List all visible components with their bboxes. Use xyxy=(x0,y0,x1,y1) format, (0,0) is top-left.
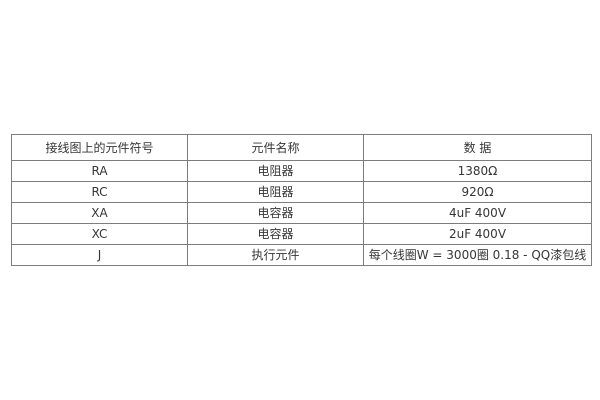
components-table: 接线图上的元件符号 元件名称 数 据 RA 电阻器 1380Ω RC 电阻器 9… xyxy=(11,134,592,266)
cell-name: 电容器 xyxy=(187,223,364,245)
table-row: XA 电容器 4uF 400V xyxy=(11,202,592,224)
table-row: RA 电阻器 1380Ω xyxy=(11,160,592,182)
cell-symbol: XA xyxy=(11,202,188,224)
table-row: XC 电容器 2uF 400V xyxy=(11,223,592,245)
cell-data: 1380Ω xyxy=(363,160,592,182)
column-header-data: 数 据 xyxy=(363,134,592,161)
cell-data: 2uF 400V xyxy=(363,223,592,245)
cell-symbol: J xyxy=(11,244,188,266)
cell-name: 电阻器 xyxy=(187,160,364,182)
cell-data: 920Ω xyxy=(363,181,592,203)
cell-data: 每个线圈W = 3000圈 0.18 - QQ漆包线 xyxy=(363,244,592,266)
cell-name: 电阻器 xyxy=(187,181,364,203)
cell-data: 4uF 400V xyxy=(363,202,592,224)
cell-name: 执行元件 xyxy=(187,244,364,266)
table-row: RC 电阻器 920Ω xyxy=(11,181,592,203)
cell-symbol: XC xyxy=(11,223,188,245)
table-row: J 执行元件 每个线圈W = 3000圈 0.18 - QQ漆包线 xyxy=(11,244,592,266)
cell-symbol: RA xyxy=(11,160,188,182)
header-row: 接线图上的元件符号 元件名称 数 据 xyxy=(11,134,592,161)
column-header-name: 元件名称 xyxy=(187,134,364,161)
cell-symbol: RC xyxy=(11,181,188,203)
cell-name: 电容器 xyxy=(187,202,364,224)
column-header-symbol: 接线图上的元件符号 xyxy=(11,134,188,161)
